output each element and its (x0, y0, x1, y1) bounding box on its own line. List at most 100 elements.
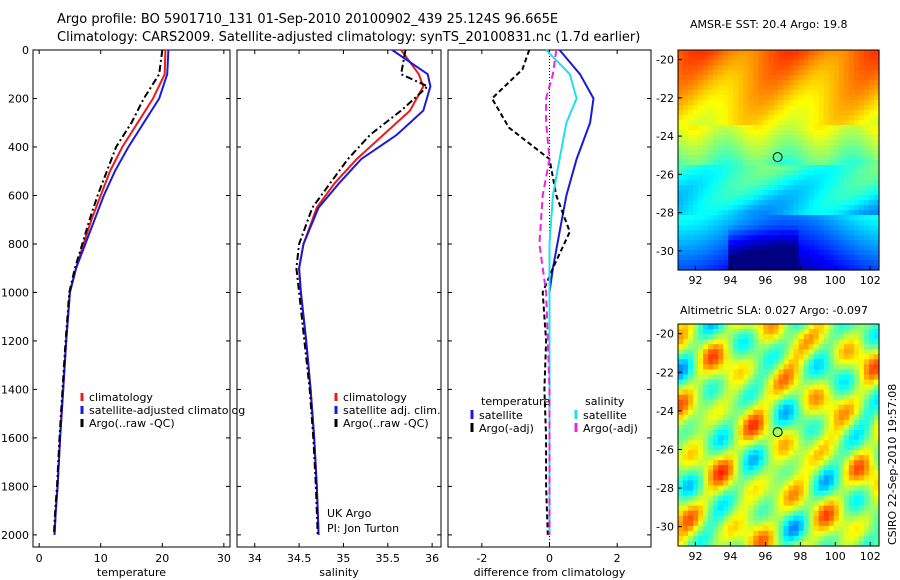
map-cell (863, 515, 870, 522)
map-cell (743, 65, 749, 71)
map-cell (803, 205, 810, 211)
map-cell (683, 535, 689, 542)
map-cell (813, 445, 820, 451)
map-cell (843, 455, 850, 461)
map-cell (843, 354, 850, 360)
map-cell (753, 65, 760, 71)
map-cell (868, 485, 875, 492)
map-cell (818, 220, 825, 226)
map-cell (803, 470, 810, 476)
map-cell (698, 429, 704, 436)
map-cell (703, 344, 709, 350)
map-cell (783, 535, 790, 542)
map-cell (743, 245, 749, 251)
map-cell (763, 369, 770, 376)
map-cell (738, 374, 744, 381)
map-cell (723, 465, 729, 471)
map-cell (868, 150, 875, 156)
map-cell (733, 480, 739, 487)
map-cell (748, 90, 754, 96)
map-cell (788, 205, 795, 211)
map-cell (708, 230, 714, 236)
map-cell (693, 409, 699, 416)
map-cell (833, 525, 840, 532)
map-cell (753, 354, 760, 360)
map-cell (853, 210, 860, 216)
map-cell (738, 120, 744, 126)
map-cell (843, 429, 850, 436)
map-cell (793, 500, 800, 507)
map-cell (803, 490, 810, 497)
map-cell (813, 404, 820, 411)
map-cell (723, 250, 729, 256)
map-cell (808, 525, 815, 532)
map-cell (778, 389, 785, 396)
map-cell (823, 75, 830, 81)
legend-header: temperature (481, 395, 550, 408)
map-cell (698, 354, 704, 360)
map-cell (773, 324, 780, 330)
map-cell (798, 399, 805, 406)
map-cell (753, 225, 760, 231)
map-cell (783, 245, 790, 251)
map-cell (758, 265, 765, 271)
map-cell (778, 525, 785, 532)
map-cell (858, 424, 865, 431)
map-y-tick-label: -20 (656, 328, 674, 341)
map-cell (798, 435, 805, 441)
map-cell (833, 354, 840, 360)
map-cell (763, 394, 770, 401)
map-cell (803, 160, 810, 166)
map-cell (828, 110, 835, 116)
map-cell (803, 435, 810, 441)
map-cell (703, 525, 709, 532)
map-cell (798, 55, 805, 61)
map-cell (703, 100, 709, 106)
map-cell (738, 190, 744, 196)
map-cell (818, 235, 825, 241)
map-cell (708, 394, 714, 401)
map-cell (718, 260, 724, 266)
map-cell (703, 450, 709, 456)
map-cell (803, 525, 810, 532)
map-cell (818, 339, 825, 345)
map-cell (803, 480, 810, 487)
map-cell (803, 369, 810, 376)
map-cell (728, 205, 734, 211)
map-cell (763, 105, 770, 111)
map-cell (778, 520, 785, 527)
map-cell (683, 110, 689, 116)
map-cell (788, 419, 795, 426)
map-cell (758, 240, 765, 246)
map-cell (733, 445, 739, 451)
map-cell (748, 260, 754, 266)
map-cell (848, 145, 855, 151)
map-cell (758, 100, 765, 106)
map-cell (683, 500, 689, 507)
map-cell (818, 384, 825, 391)
map-cell (708, 349, 714, 355)
map-cell (713, 364, 719, 371)
map-cell (743, 265, 749, 271)
map-cell (683, 359, 689, 365)
map-cell (868, 95, 875, 101)
map-cell (853, 429, 860, 436)
map-cell (813, 485, 820, 492)
map-cell (708, 475, 714, 482)
map-cell (758, 429, 765, 436)
map-cell (703, 75, 709, 81)
map-cell (863, 440, 870, 446)
map-cell (773, 190, 780, 196)
map-cell (718, 250, 724, 256)
map-cell (718, 245, 724, 251)
map-cell (813, 424, 820, 431)
map-cell (843, 334, 850, 340)
map-cell (863, 260, 870, 266)
map-cell (723, 160, 729, 166)
map-cell (753, 80, 760, 86)
map-cell (848, 409, 855, 416)
map-cell (683, 324, 689, 330)
map-cell (728, 354, 734, 360)
map-cell (738, 419, 744, 426)
map-cell (798, 90, 805, 96)
